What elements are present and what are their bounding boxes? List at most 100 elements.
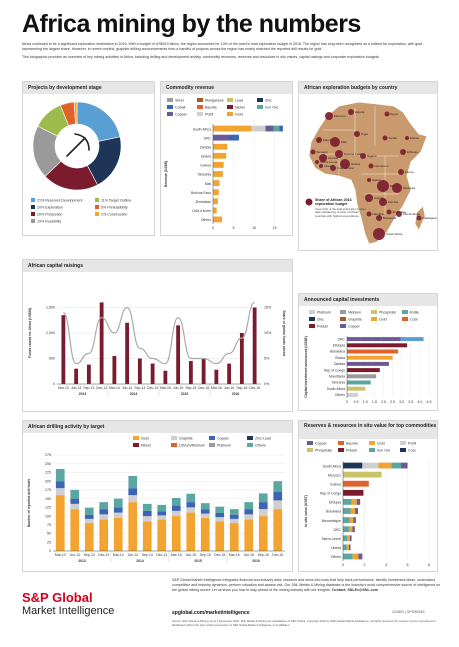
drilling-xtick-mar-16: Mar-16 — [229, 553, 240, 557]
drilling-legend-label-nickel: Nickel — [141, 444, 151, 448]
drilling-bar-jun-15-graphite — [186, 507, 196, 513]
revenue-legend-label-silver: Silver — [175, 99, 185, 103]
drilling-ytick-250: 250 — [45, 462, 51, 466]
pie-legend-label-5-prefeasibility: 5% Prefeasibility — [101, 206, 128, 210]
reserves-bar-others-seg-1 — [352, 553, 359, 560]
map-label-mali: Mali — [341, 140, 347, 144]
revenue-category-mali: Mali — [205, 182, 211, 186]
map-label-senegal: Senegal — [317, 150, 328, 154]
drilling-bar-dec-13-graphite — [99, 514, 109, 520]
africa-map: Morocco Algeria Mauritania Mali Niger Senegal… — [308, 101, 437, 245]
reserves-bar-ethiopia-seg-1 — [351, 499, 357, 505]
reserves-bar-mozambique-seg-1 — [349, 517, 354, 523]
drilling-legend-label-platinum: Platinum — [217, 444, 231, 448]
announced-category-ethiopia: Ethiopia — [333, 343, 345, 347]
revenue-bar-cote-d-ivoire-seg-0 — [213, 207, 217, 214]
map-label-liberia: Liberia — [324, 164, 333, 168]
revenue-legend-swatch-copper — [167, 112, 173, 116]
drilling-bar-jun-14-graphite — [128, 495, 138, 503]
drilling-bar-mar-16-copper — [229, 514, 239, 519]
map-label-namibia: Namibia — [373, 212, 384, 216]
capital-y2tick-10: 10% — [264, 331, 272, 335]
drilling-legend-swatch-copper — [209, 436, 215, 440]
revenue-ylabel: Revenue (US$B) — [164, 161, 168, 187]
reserves-legend-label-iron-ore: Iron Ore — [377, 449, 390, 453]
reserves-xtick-4: 4 — [385, 563, 387, 567]
revenue-legend-label-manganese: Manganese — [205, 99, 224, 103]
revenue-legend-label-zinc: Zinc — [265, 99, 272, 103]
announced-legend-swatch-rutile — [402, 310, 408, 314]
announced-legend-label-graphite: Graphite — [348, 318, 362, 322]
revenue-bar-mali-seg-0 — [213, 180, 220, 186]
reserves-legend-label-coal: Coal — [408, 449, 416, 453]
drilling-bar-mar-16-others — [229, 509, 239, 515]
drilling-bar-mar-14-others — [113, 498, 123, 508]
revenue-legend-label-lead: Lead — [235, 99, 243, 103]
website-link[interactable]: spglobal.com/marketintelligence — [172, 610, 250, 616]
revenue-legend-swatch-lead — [227, 98, 233, 102]
drilling-xtick-mar-13: Mar-13 — [55, 553, 66, 557]
reserves-bar-chart: Copper Bauxite Gold PGM Phosphate Potash Iron … — [304, 441, 430, 567]
drilling-xtick-jun-14: Jun-14 — [128, 553, 138, 557]
capital-y2label: Share of global funds raised — [282, 310, 286, 356]
map-label-cote-d-ivoire: Cote d'Ivoire — [337, 166, 354, 170]
drilling-bar-dec-14-others — [157, 504, 167, 512]
reserves-bar-liberia-seg-1 — [346, 544, 350, 551]
drilling-xtick-jun-13: Jun-13 — [70, 553, 80, 557]
capital-bar-mar-14 — [112, 355, 117, 384]
announced-legend-label-copper: Copper — [348, 325, 361, 329]
drilling-ytick-75: 75 — [47, 523, 51, 527]
map-label-cameroon: Cameroon — [375, 164, 389, 168]
announced-legend-swatch-copper — [340, 324, 346, 328]
announced-legend-swatch-potash — [309, 324, 315, 328]
pie-legend-swatch-1-construction — [95, 212, 99, 216]
revenue-category-south-africa: South Africa — [193, 127, 211, 131]
capital-xtick-sep-14: Sep-14 — [134, 386, 145, 390]
map-bubble-madagascar — [416, 215, 422, 221]
capital-xtick-sep-13: Sep-13 — [83, 386, 94, 390]
revenue-xtick-10: 10 — [252, 226, 256, 230]
announced-bar-south-africa-seg-0 — [347, 386, 366, 391]
drilling-xtick-sep-14: Sep-14 — [142, 553, 153, 557]
drilling-legend-swatch-zinc-lead — [247, 436, 253, 440]
drilling-bar-dec-16-copper — [273, 491, 283, 501]
brand-logo-market-intelligence: Market Intelligence — [22, 605, 115, 617]
drilling-xtick-dec-16: Dec-16 — [272, 553, 283, 557]
drilling-ytick-200: 200 — [45, 479, 51, 483]
reserves-category-drc: DRC — [334, 528, 342, 532]
pie-legend-label-19-feasibility: 19% Feasibility — [37, 220, 61, 224]
drilling-bar-dec-14-graphite — [157, 515, 167, 520]
drilling-legend-swatch-others — [247, 443, 253, 447]
reserves-bar-guinea-seg-0 — [343, 480, 369, 487]
drilling-bar-jun-13-gold — [70, 509, 80, 551]
capital-bar-jun-16 — [227, 363, 232, 384]
revenue-bar-south-africa-seg-4 — [279, 125, 283, 132]
announced-legend-label-gold: Gold — [379, 318, 387, 322]
reserves-legend-swatch-copper — [307, 441, 313, 445]
drilling-bar-dec-13-gold — [99, 519, 109, 551]
map-label-nigeria: Nigeria — [367, 154, 377, 158]
revenue-legend-label-cobalt: Cobalt — [175, 106, 185, 110]
map-label-zimbabwe: Zimbabwe — [393, 210, 407, 214]
reserves-bar-botswana-seg-2 — [355, 508, 359, 514]
footer-description: S&P Global Market Intelligence integrate… — [172, 578, 442, 593]
announced-bar-chart: Platinum Niobium Phosphate Rutile Zinc Graphi… — [304, 310, 432, 404]
drilling-bar-dec-13-others — [99, 502, 109, 510]
pie-legend-swatch-19-feasibility — [31, 219, 35, 223]
drilling-bar-dec-14-copper — [157, 511, 167, 516]
capital-bar-dec-16 — [252, 307, 257, 384]
map-label-tanzania: Tanzania — [403, 186, 415, 190]
intro-paragraph-1: Africa continued to be a significant exp… — [22, 42, 422, 52]
footer-contact-link[interactable]: Contact: SNLEx@SNL.com — [331, 588, 379, 592]
reserves-bar-liberia-seg-0 — [343, 544, 347, 551]
projects-panel-title: Projects by development stage — [23, 82, 154, 94]
reserves-legend-label-potash: Potash — [346, 449, 357, 453]
drilling-legend-swatch-platinum — [209, 443, 215, 447]
revenue-legend-swatch-cobalt — [167, 105, 173, 109]
announced-legend-label-niobium: Niobium — [348, 311, 361, 315]
map-bubble-angola — [365, 194, 373, 202]
announced-legend-swatch-coal — [402, 317, 408, 321]
reserves-category-ethiopia: Ethiopia — [329, 501, 341, 505]
drilling-bar-dec-15-gold — [215, 521, 225, 551]
revenue-category-zambia: Zambia — [200, 145, 211, 149]
